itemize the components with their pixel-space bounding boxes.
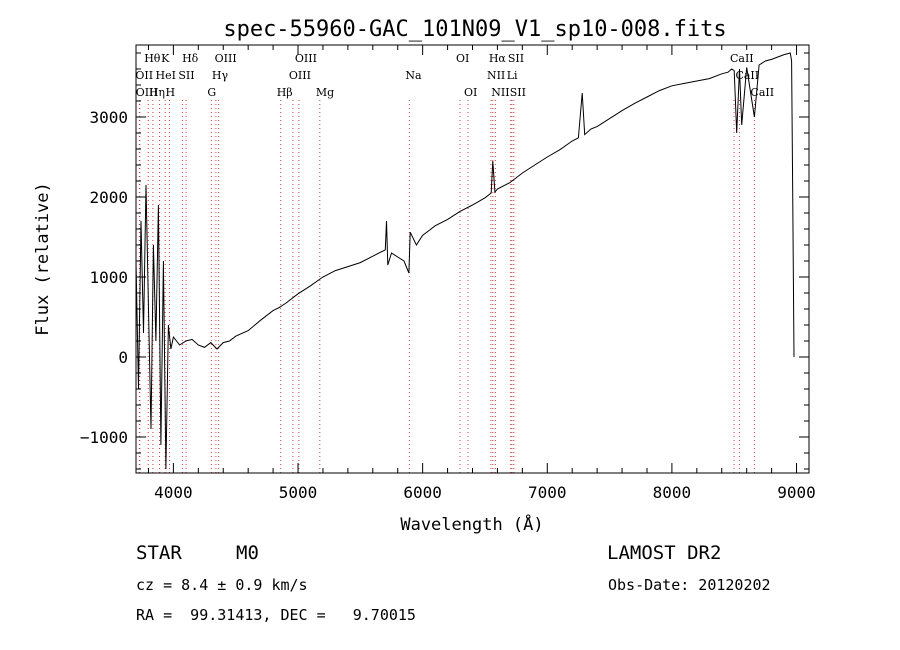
spectral-line-label: Mg — [316, 86, 334, 99]
spectral-line-label: OIII — [295, 52, 317, 65]
x-axis-label: Wavelength (Å) — [400, 513, 543, 535]
spectral-line-label: OIII — [136, 86, 158, 99]
spectrum-series-line — [135, 52, 795, 470]
spectral-line-label: Hδ — [182, 52, 199, 65]
y-tick-label: −1000 — [80, 428, 128, 447]
object-class: STAR — [136, 542, 182, 564]
spectral-line-label: SII — [178, 69, 194, 82]
x-tick-label: 6000 — [403, 483, 442, 502]
spectral-line-label: NII — [487, 69, 505, 82]
y-tick-label: 0 — [118, 348, 128, 367]
spectral-line-label: Hα — [489, 52, 507, 65]
spectral-line-label: OIII — [289, 69, 311, 82]
observation-date: Obs-Date: 20120202 — [608, 576, 771, 594]
spectral-line-label: H — [166, 86, 176, 99]
spectral-line-label: OI — [456, 52, 469, 65]
x-tick-label: 5000 — [279, 483, 318, 502]
y-tick-label: 1000 — [89, 268, 128, 287]
spectral-line-label: SII — [510, 86, 526, 99]
chart-title: spec-55960-GAC_101N09_V1_sp10-008.fits — [223, 17, 726, 42]
coordinates: RA = 99.31413, DEC = 9.70015 — [136, 606, 416, 624]
spectral-line-label: CaII — [730, 52, 754, 65]
x-tick-label: 9000 — [777, 483, 816, 502]
spectral-line-label: Na — [405, 69, 422, 82]
spectral-line-label: Li — [507, 69, 518, 82]
y-axis-label: Flux (relative) — [33, 182, 53, 336]
spectral-line-label: G — [207, 86, 216, 99]
y-tick-label: 3000 — [89, 108, 128, 127]
survey-name: LAMOST DR2 — [607, 542, 722, 564]
x-tick-label: 8000 — [653, 483, 692, 502]
spectral-line-label: K — [161, 52, 170, 65]
axis-ticks-group: 4000 5000 6000 7000 8000 9000 −1000 0 1000 2000 30… — [80, 45, 816, 502]
spectral-line-label: OII — [135, 69, 153, 82]
spectral-line-label: OIII — [215, 52, 237, 65]
redshift-velocity: cz = 8.4 ± 0.9 km/s — [136, 576, 308, 594]
spectral-line-label: Hγ — [212, 69, 229, 82]
spectral-line-label: OI — [464, 86, 477, 99]
spectral-line-label: HeI — [156, 69, 176, 82]
object-subclass: M0 — [236, 542, 259, 564]
spectral-line-label: SII — [508, 52, 524, 65]
spectral-line-label: Hη — [149, 86, 165, 99]
spectral-line-label: Hθ — [144, 52, 161, 65]
x-tick-label: 7000 — [528, 483, 567, 502]
y-tick-label: 2000 — [89, 188, 128, 207]
spectral-line-label: Hβ — [277, 86, 293, 99]
plot-frame — [135, 44, 810, 474]
spectral-line-label: NII — [491, 86, 509, 99]
spectral-line-label: CaII — [735, 69, 759, 82]
spectral-line-label: CaII — [750, 86, 774, 99]
x-tick-label: 4000 — [154, 483, 193, 502]
